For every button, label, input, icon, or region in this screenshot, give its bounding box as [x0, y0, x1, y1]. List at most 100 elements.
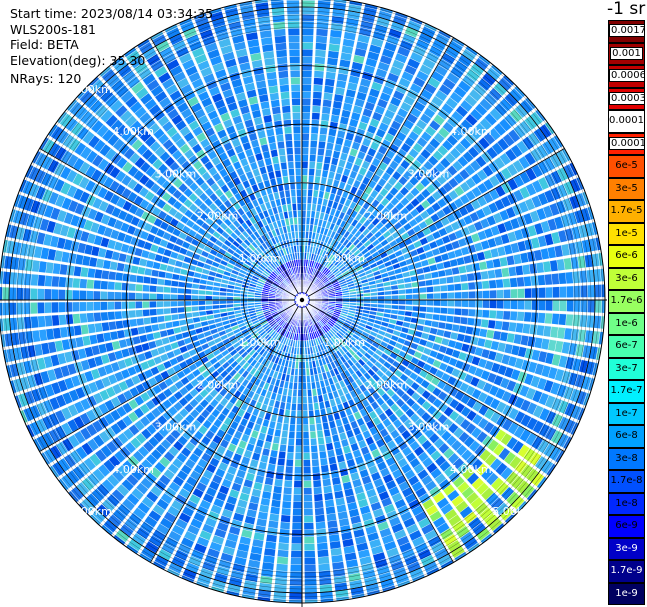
- radar-bin: [236, 335, 245, 342]
- radar-bin: [373, 478, 384, 488]
- radar-bin: [176, 370, 186, 380]
- radar-bin: [65, 277, 73, 288]
- radar-bin: [339, 380, 346, 388]
- radar-bin: [255, 386, 263, 395]
- radar-bin: [451, 495, 465, 507]
- radar-bin: [294, 473, 302, 481]
- radar-bin: [420, 554, 435, 567]
- radar-bin: [396, 398, 405, 408]
- radar-bin: [193, 447, 204, 458]
- radar-bin: [51, 302, 59, 314]
- radar-bin: [270, 309, 278, 314]
- radar-bin: [48, 341, 57, 354]
- radar-bin: [302, 217, 306, 225]
- radar-bin: [333, 359, 340, 367]
- radar-bin: [386, 344, 395, 351]
- radar-bin: [465, 385, 476, 396]
- radar-bin: [143, 441, 155, 453]
- radar-bin: [501, 390, 512, 403]
- radar-bin: [251, 341, 259, 349]
- radar-bin: [214, 384, 223, 393]
- radar-bin: [306, 375, 311, 383]
- radar-bin: [81, 498, 95, 512]
- radar-bin: [304, 508, 314, 516]
- radar-bin: [75, 446, 88, 460]
- radar-bin: [346, 341, 353, 348]
- radar-bin: [263, 334, 270, 341]
- radar-bin: [249, 552, 262, 562]
- radar-bin: [49, 465, 60, 479]
- radar-bin: [83, 457, 97, 471]
- radar-bin: [287, 445, 295, 453]
- radar-bin: [546, 463, 557, 476]
- radar-bin: [386, 398, 395, 407]
- radar-bin: [128, 283, 136, 292]
- radar-bin: [504, 512, 517, 524]
- radar-bin: [321, 318, 327, 324]
- radar-bin: [386, 547, 400, 558]
- radar-bin: [209, 457, 220, 468]
- radar-bin: [331, 315, 339, 320]
- radar-bin: [332, 477, 341, 485]
- radar-bin: [531, 436, 544, 450]
- radar-bin: [302, 147, 309, 155]
- radar-bin: [213, 451, 223, 461]
- radar-bin: [259, 582, 273, 591]
- radar-bin: [99, 389, 110, 402]
- radar-bin: [365, 459, 376, 468]
- radar-bin: [538, 392, 549, 406]
- radar-bin: [490, 458, 503, 471]
- radar-bin: [364, 482, 375, 492]
- radar-bin: [229, 526, 241, 536]
- radar-bin: [58, 458, 71, 472]
- radar-bin: [448, 452, 460, 464]
- radar-bin: [282, 501, 292, 509]
- radar-bin: [44, 275, 53, 287]
- radar-bin: [356, 328, 364, 334]
- radar-bin: [397, 310, 405, 316]
- radar-bin: [278, 542, 290, 551]
- radar-bin: [292, 522, 302, 530]
- radar-bin: [292, 515, 302, 523]
- radar-bin: [358, 322, 366, 328]
- radar-bin: [443, 484, 456, 496]
- radar-bin: [461, 308, 469, 316]
- radar-bin: [366, 338, 374, 345]
- radar-bin: [49, 397, 60, 411]
- radar-bin: [587, 300, 595, 313]
- radar-bin: [308, 175, 314, 183]
- radar-bin: [286, 452, 294, 460]
- radar-bin: [380, 467, 391, 477]
- radar-bin: [347, 367, 355, 375]
- radar-bin: [189, 494, 201, 505]
- radar-bin: [259, 380, 266, 389]
- radar-bin: [288, 346, 292, 354]
- radar-bin: [451, 367, 461, 378]
- radar-bin: [535, 455, 548, 470]
- radar-bin: [466, 491, 480, 504]
- radar-bin: [417, 318, 426, 325]
- radar-bin: [215, 353, 224, 361]
- radar-bin: [363, 300, 371, 303]
- radar-bin: [239, 492, 250, 502]
- radar-bin: [170, 287, 178, 294]
- radar-bin: [433, 491, 446, 503]
- radar-bin: [314, 323, 319, 330]
- radar-bin: [262, 419, 270, 428]
- radar-bin: [303, 459, 311, 467]
- radar-bin: [394, 498, 407, 509]
- radar-bin: [302, 14, 315, 22]
- radar-bin: [137, 372, 147, 382]
- radar-bin: [326, 64, 337, 73]
- radar-bin: [449, 398, 460, 409]
- radar-bin: [408, 475, 420, 486]
- radar-bin: [419, 306, 427, 312]
- radar-bin: [329, 36, 341, 45]
- radar-bin: [246, 322, 253, 328]
- radar-bin: [312, 360, 317, 368]
- radar-bin: [155, 444, 167, 455]
- radar-bin: [329, 420, 337, 429]
- radar-bin: [136, 527, 150, 540]
- radar-bin: [159, 456, 171, 468]
- radar-bin: [430, 467, 443, 479]
